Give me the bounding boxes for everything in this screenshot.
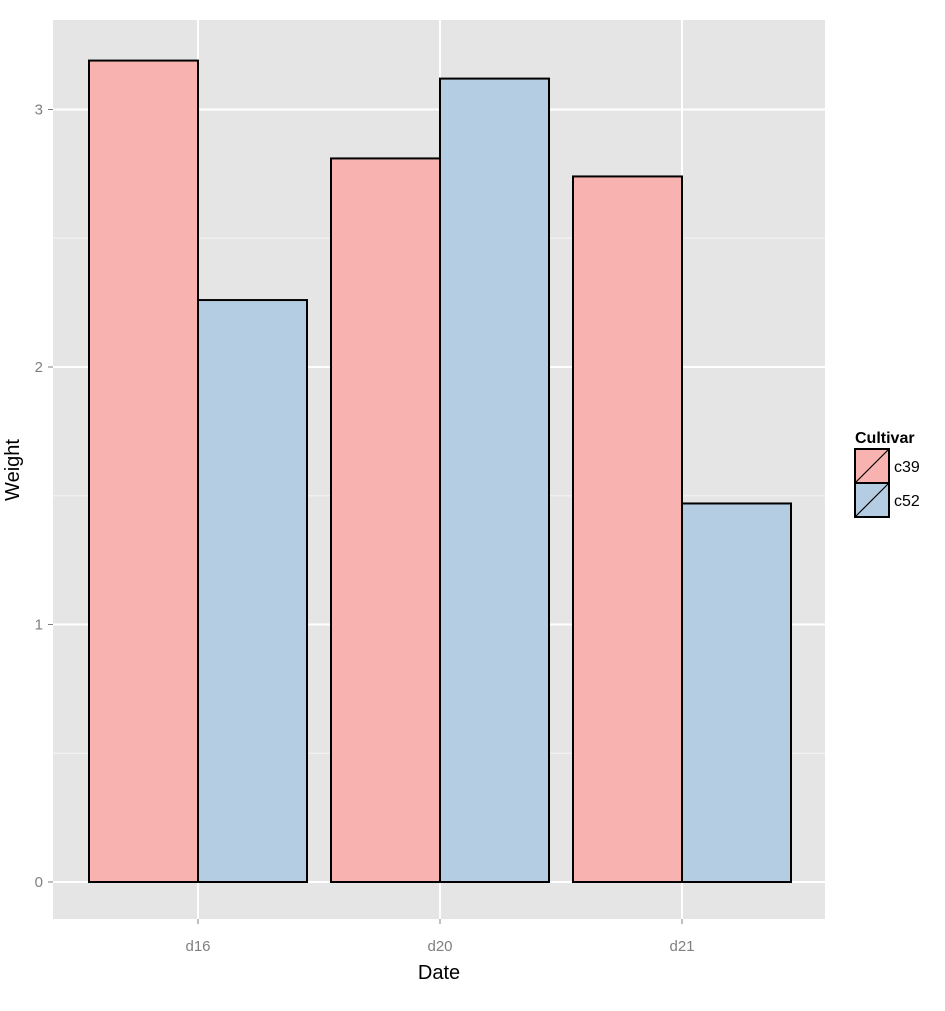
bar-c39-d21 [572, 175, 683, 883]
legend-key-slash [854, 448, 890, 484]
bars-group [88, 59, 792, 884]
legend: Cultivar c39 c52 [854, 430, 920, 518]
bar-c52-d20 [439, 77, 550, 884]
x-axis-ticks: d16 d20 d21 [185, 919, 695, 955]
legend-key-slash [854, 482, 890, 518]
bar-c39-d20 [330, 157, 441, 884]
x-tick-label: d21 [669, 938, 694, 955]
bar-c52-d16 [197, 299, 308, 883]
y-axis-title: Weight [2, 439, 24, 501]
y-tick-label: 0 [35, 874, 43, 891]
y-axis-ticks: 0 1 2 3 [35, 102, 53, 891]
y-tick-label: 1 [35, 617, 43, 634]
y-tick-label: 3 [35, 102, 43, 119]
legend-title: Cultivar [855, 430, 915, 447]
x-tick-label: d20 [427, 938, 452, 955]
y-tick-label: 2 [35, 359, 43, 376]
legend-items: c39 c52 [854, 448, 920, 518]
bar-c39-d16 [88, 59, 199, 883]
legend-label-c39: c39 [894, 459, 920, 476]
x-axis-title: Date [418, 962, 460, 984]
x-tick-label: d16 [185, 938, 210, 955]
legend-label-c52: c52 [894, 493, 920, 510]
bar-c52-d21 [681, 502, 792, 883]
